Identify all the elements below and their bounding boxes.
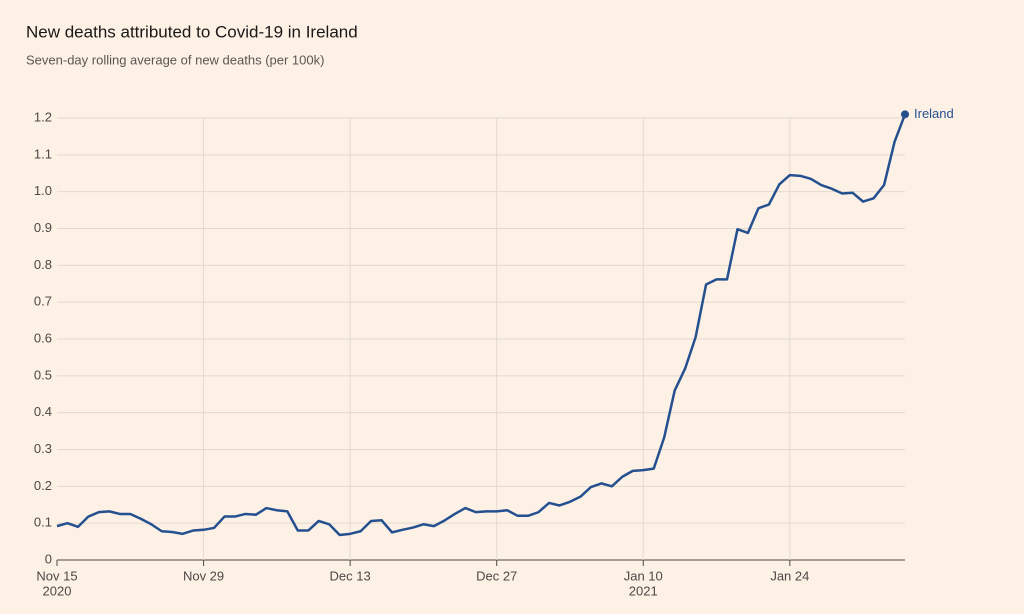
y-tick-label: 0.7 <box>34 294 52 309</box>
x-tick-label: Dec 27 <box>476 568 517 583</box>
y-tick-label: 0.4 <box>34 404 52 419</box>
y-tick-label: 0.1 <box>34 515 52 530</box>
y-tick-label: 1.0 <box>34 183 52 198</box>
line <box>56 113 907 537</box>
y-tick-label: 0.9 <box>34 220 52 235</box>
chart-subtitle: Seven-day rolling average of new deaths … <box>26 52 324 67</box>
chart-title: New deaths attributed to Covid-19 in Ire… <box>26 22 358 41</box>
x-tick-year: 2021 <box>629 583 658 598</box>
y-tick-label: 0.5 <box>34 367 52 382</box>
x-tick-label: Dec 13 <box>330 568 371 583</box>
y-tick-label: 1.2 <box>34 109 52 124</box>
end-point <box>901 110 909 119</box>
y-tick-label: 0.2 <box>34 478 52 493</box>
x-tick-label: Jan 24 <box>770 568 809 583</box>
y-tick-label: 0 <box>45 551 52 566</box>
x-tick-label: Nov 15 <box>36 568 77 583</box>
y-tick-label: 0.6 <box>34 330 52 345</box>
y-tick-label: 1.1 <box>34 146 52 161</box>
x-tick-year: 2020 <box>43 583 72 598</box>
y-tick-label: 0.8 <box>34 257 52 272</box>
x-tick-label: Jan 10 <box>624 568 663 583</box>
x-tick-label: Nov 29 <box>183 568 224 583</box>
series-label: Ireland <box>914 106 954 121</box>
y-tick-label: 0.3 <box>34 441 52 456</box>
